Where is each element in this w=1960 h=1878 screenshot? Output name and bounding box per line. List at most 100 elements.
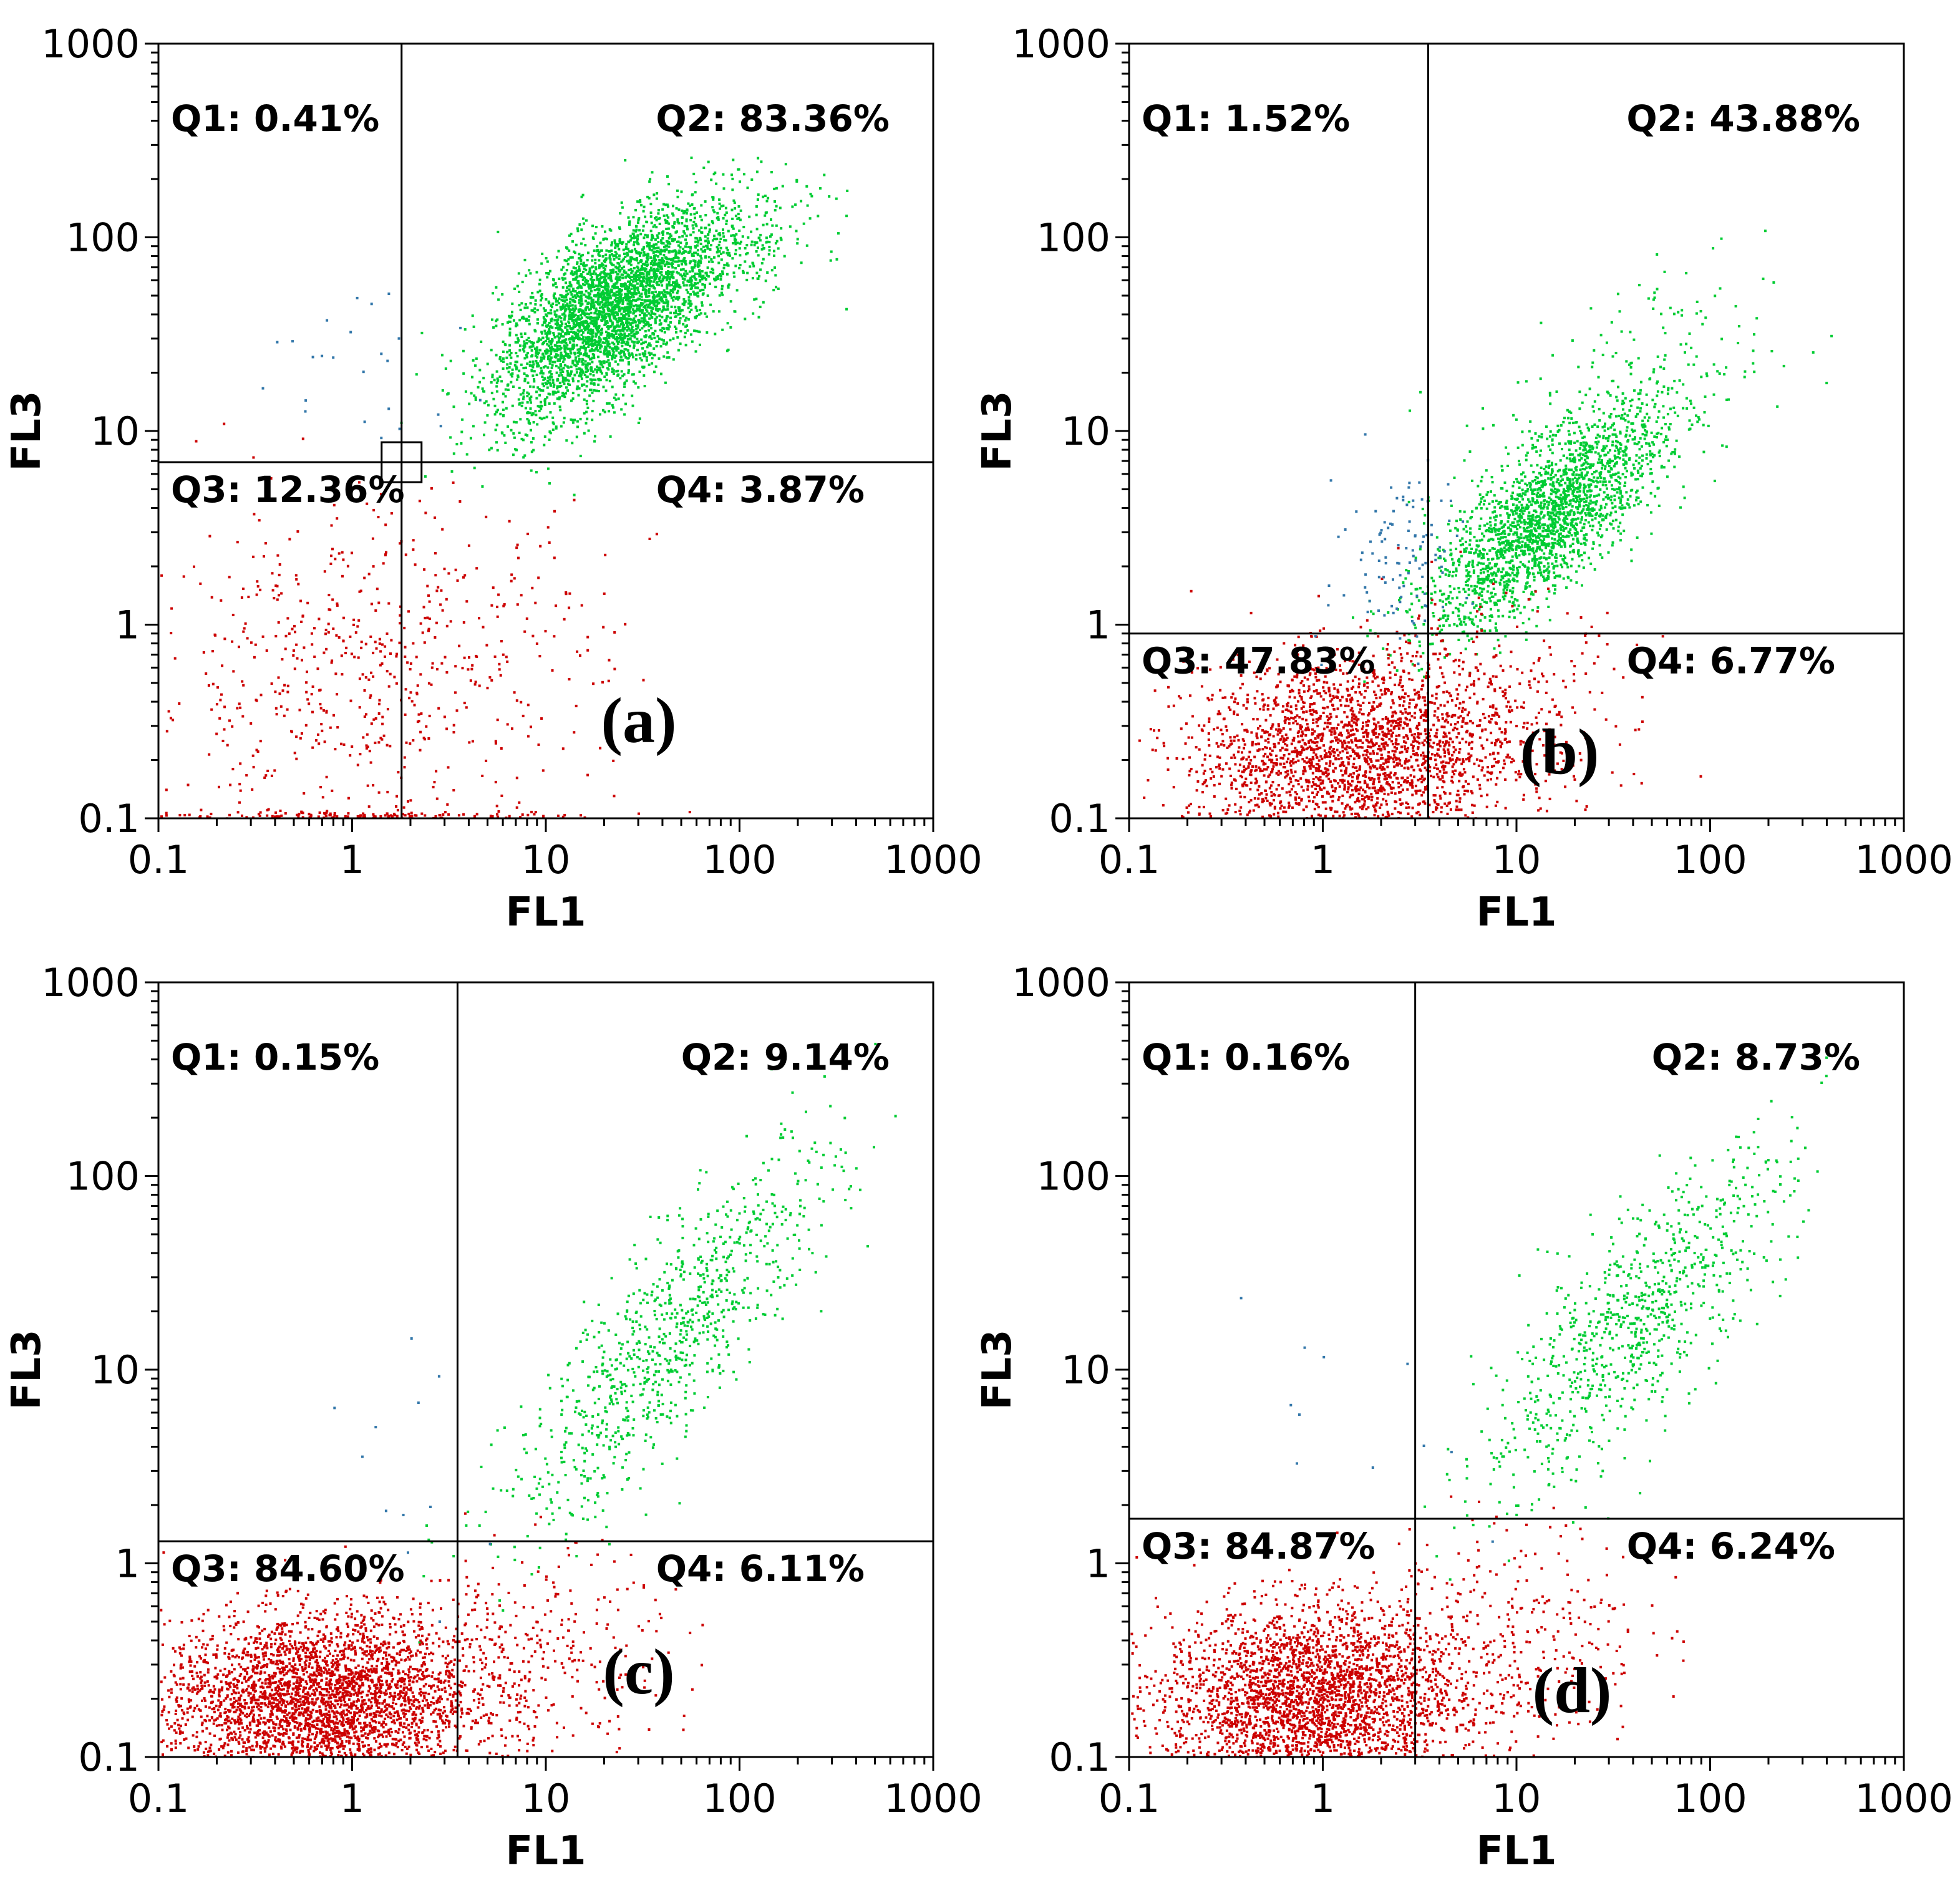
data-point [586,338,589,341]
data-point [596,274,599,277]
data-point [531,291,534,294]
data-point [441,609,444,612]
data-point [370,303,373,306]
data-point [734,249,737,252]
data-point [610,244,613,247]
data-point [653,370,656,374]
data-point [407,813,410,815]
data-point [666,284,669,288]
data-point [694,240,697,243]
data-point [802,222,805,225]
data-point [619,284,623,287]
data-point [666,244,668,248]
data-point [707,275,710,278]
data-point [630,303,633,306]
data-point [588,287,591,290]
data-point [630,327,633,331]
data-point [674,249,677,252]
data-point [321,796,324,799]
gate-handle[interactable] [381,441,423,483]
data-point [556,354,559,357]
data-point [770,233,773,236]
data-point [568,374,571,377]
data-point [241,680,244,683]
data-point [627,361,630,364]
data-point [603,348,606,351]
data-point [611,367,614,370]
data-point [646,255,649,258]
data-point [331,598,334,601]
data-point [608,379,611,382]
data-point [581,278,585,281]
data-point [1624,397,1627,400]
data-point [589,317,592,321]
data-point [573,364,576,367]
data-point [758,236,761,240]
data-point [555,356,558,359]
data-point [317,733,319,736]
data-point [310,632,313,635]
data-point [669,235,672,237]
data-point [624,255,627,258]
data-point [547,340,550,343]
data-point [455,443,458,446]
data-point [241,814,243,817]
data-point [669,321,672,324]
data-point [722,187,725,190]
data-point [565,281,568,284]
data-point [677,264,680,268]
data-point [725,262,729,265]
data-point [658,298,661,301]
data-point [674,284,677,288]
data-point [618,309,621,312]
data-point [823,173,826,177]
data-point [548,378,551,381]
data-point [697,313,701,316]
data-point [294,631,296,634]
data-point [515,546,518,549]
data-point [160,815,163,818]
data-point [613,329,616,332]
data-point [702,292,705,295]
data-point [738,230,741,232]
data-point [626,293,629,296]
data-point [486,687,489,690]
data-point [508,349,512,352]
data-point [667,265,670,268]
data-point [580,242,583,245]
data-point [560,374,563,377]
data-point [591,391,594,394]
data-point [1497,529,1500,532]
data-point [341,551,344,554]
data-point [515,352,518,355]
data-point [631,269,634,273]
data-point [258,815,261,817]
data-point [590,266,593,269]
data-point [656,293,659,296]
data-point [648,276,651,279]
data-point [621,359,624,362]
data-point [618,300,621,303]
data-point [198,816,201,818]
data-point [560,320,563,323]
data-point [677,208,681,211]
data-point [238,702,241,705]
data-point [497,815,500,818]
data-point [498,375,502,379]
data-point [1618,457,1621,460]
data-point [688,811,691,813]
data-point [309,814,313,817]
data-point [635,354,638,357]
data-point [529,407,532,410]
data-point [749,265,752,268]
data-point [502,604,505,607]
data-point [566,372,570,375]
data-point [538,417,541,420]
data-point [578,387,581,390]
data-point [585,354,588,357]
data-point [714,332,717,336]
data-point [558,374,561,377]
data-point [594,258,597,261]
data-point [613,335,616,337]
data-point [610,312,613,316]
